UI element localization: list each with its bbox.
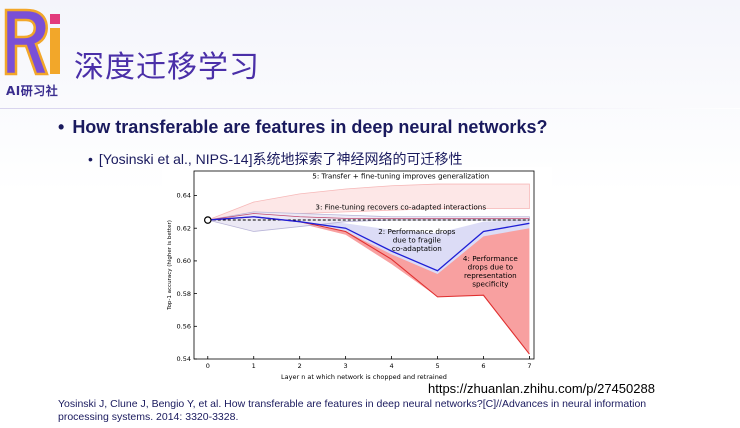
baseline-point [203, 216, 212, 224]
transferability-chart: 0 1 2 3 4 5 6 7 0.54 0.56 0.58 0.60 0.62 0.64 Layer n … [162, 167, 552, 385]
citation: Yosinski J, Clune J, Bengio Y, et al. Ho… [58, 398, 647, 423]
logo-i-dot-icon [50, 14, 60, 24]
ai-yanxishe-logo [4, 8, 60, 76]
y-tick-label: 0.62 [177, 224, 191, 232]
bullet-dot-icon: • [58, 117, 65, 137]
chart-annotation: 4: Performance [463, 254, 518, 263]
x-tick-label: 3 [344, 362, 348, 370]
logo-r-icon [4, 8, 49, 76]
representation-specificity-band [207, 215, 530, 355]
sub-bullet-text: [Yosinski et al., NIPS-14]系统地探索了神经网络的可迁移… [98, 151, 463, 167]
chart-annotation: due to fragile [393, 235, 442, 244]
slide-title: 深度迁移学习 [74, 50, 260, 85]
main-bullet-text: How transferable are features in deep ne… [72, 117, 548, 137]
chart-annotation: 5: Transfer + fine-tuning improves gener… [312, 171, 489, 180]
y-tick-label: 0.54 [177, 355, 191, 363]
y-axis-label: Top-1 accuracy (higher is better) [167, 220, 173, 311]
main-bullet: • How transferable are features in deep n… [58, 117, 547, 138]
bullet-dot-icon: • [88, 151, 93, 167]
chart-annotation: co-adaptation [392, 244, 442, 253]
y-tick-label: 0.64 [177, 192, 191, 200]
plot-frame [193, 170, 535, 360]
logo-i-icon [50, 28, 60, 74]
co-adaptation-line [207, 216, 530, 272]
chart-annotation: 2: Performance drops [378, 227, 455, 236]
x-tick-label: 6 [481, 362, 485, 370]
header-divider [0, 108, 740, 109]
y-tick-label: 0.56 [177, 323, 191, 331]
x-tick-label: 2 [298, 362, 302, 370]
x-tick-label: 0 [206, 362, 210, 370]
x-tick-label: 7 [527, 362, 531, 370]
chart-annotation: representation [464, 271, 517, 280]
x-tick-label: 4 [389, 362, 393, 370]
chart-annotation: 3: Fine-tuning recovers co-adapted inter… [315, 202, 486, 211]
logo-subtitle: AI研习社 [6, 84, 59, 98]
x-tick-label: 1 [252, 362, 256, 370]
co-adaptation-band [207, 215, 530, 274]
fine-tuning-recovery-line [207, 213, 530, 221]
y-tick-label: 0.58 [177, 290, 191, 298]
x-tick-label: 5 [435, 362, 439, 370]
fine-tuning-band [207, 183, 530, 221]
source-url: https://zhuanlan.zhihu.com/p/27450288 [428, 381, 655, 396]
chart-annotation: drops due to [468, 262, 513, 271]
y-tick-label: 0.60 [177, 257, 191, 265]
x-axis-label: Layer n at which network is chopped and … [281, 373, 447, 381]
chart-annotation: specificity [472, 279, 509, 288]
sub-bullet: • [Yosinski et al., NIPS-14]系统地探索了神经网络的可迁… [88, 149, 462, 169]
